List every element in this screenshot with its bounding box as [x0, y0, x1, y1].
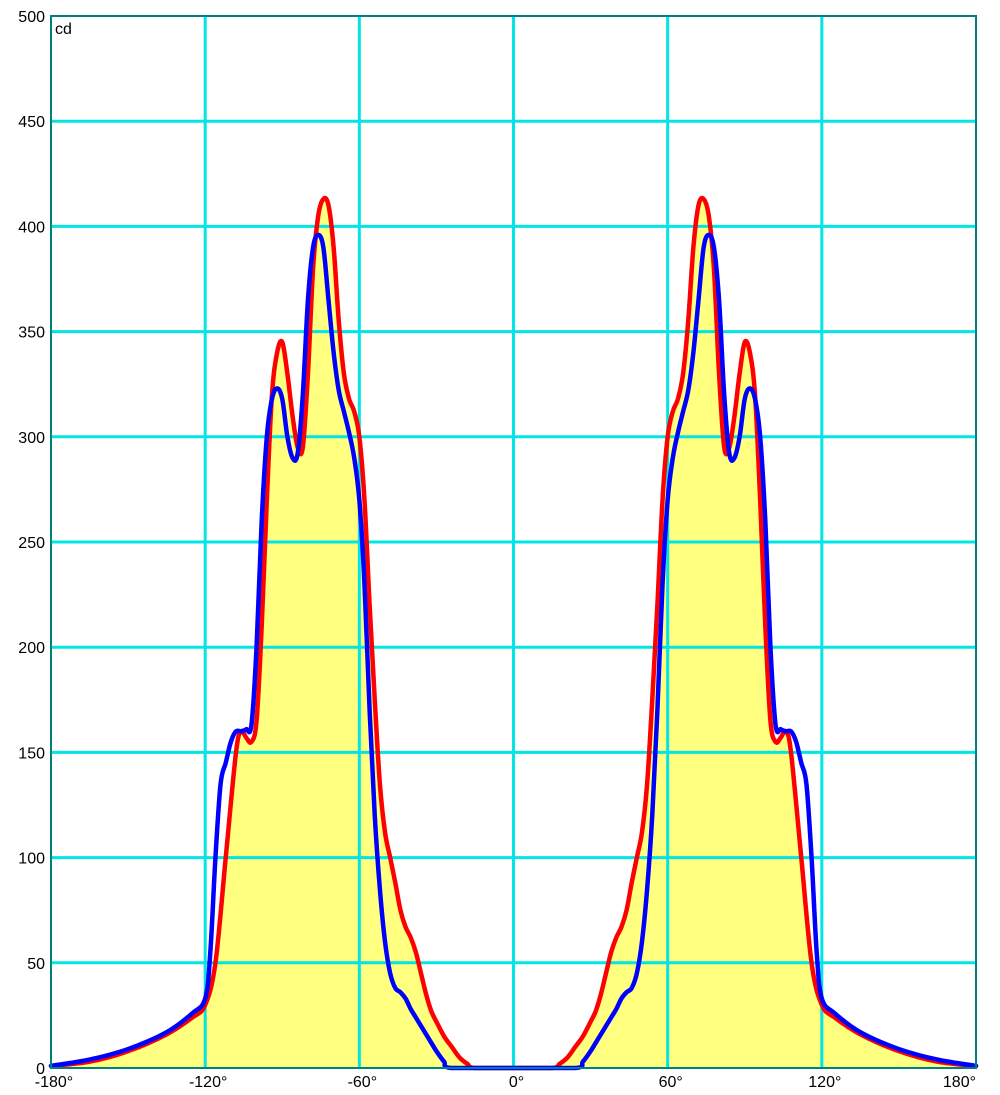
area-fill-layer	[51, 198, 976, 1069]
y-tick-label: 50	[27, 956, 45, 973]
x-tick-label: 60°	[659, 1074, 683, 1091]
y-tick-label: 100	[18, 851, 45, 868]
y-tick-label: 250	[18, 535, 45, 552]
y-tick-label: 200	[18, 640, 45, 657]
x-tick-label: 0°	[509, 1074, 524, 1091]
x-tick-label: 120°	[808, 1074, 841, 1091]
plot-frame	[50, 15, 977, 1069]
x-tick-labels: -180° -120° -60° 0° 60° 120° 180°	[35, 1074, 976, 1091]
y-tick-labels: 0 50 100 150 200 250 300 350 400 450 500	[18, 9, 45, 1078]
x-tick-label: -180°	[35, 1074, 73, 1091]
x-tick-label: -60°	[348, 1074, 378, 1091]
area-fill	[51, 198, 976, 1069]
y-tick-label: 0	[36, 1061, 45, 1078]
y-tick-label: 150	[18, 745, 45, 762]
x-tick-label: -120°	[189, 1074, 227, 1091]
unit-label: cd	[55, 21, 72, 38]
y-tick-label: 300	[18, 430, 45, 447]
grid-layer	[51, 16, 976, 1068]
y-tick-label: 500	[18, 9, 45, 26]
y-tick-label: 400	[18, 219, 45, 236]
y-tick-label: 450	[18, 114, 45, 131]
x-tick-label: 180°	[943, 1074, 976, 1091]
y-tick-label: 350	[18, 325, 45, 342]
